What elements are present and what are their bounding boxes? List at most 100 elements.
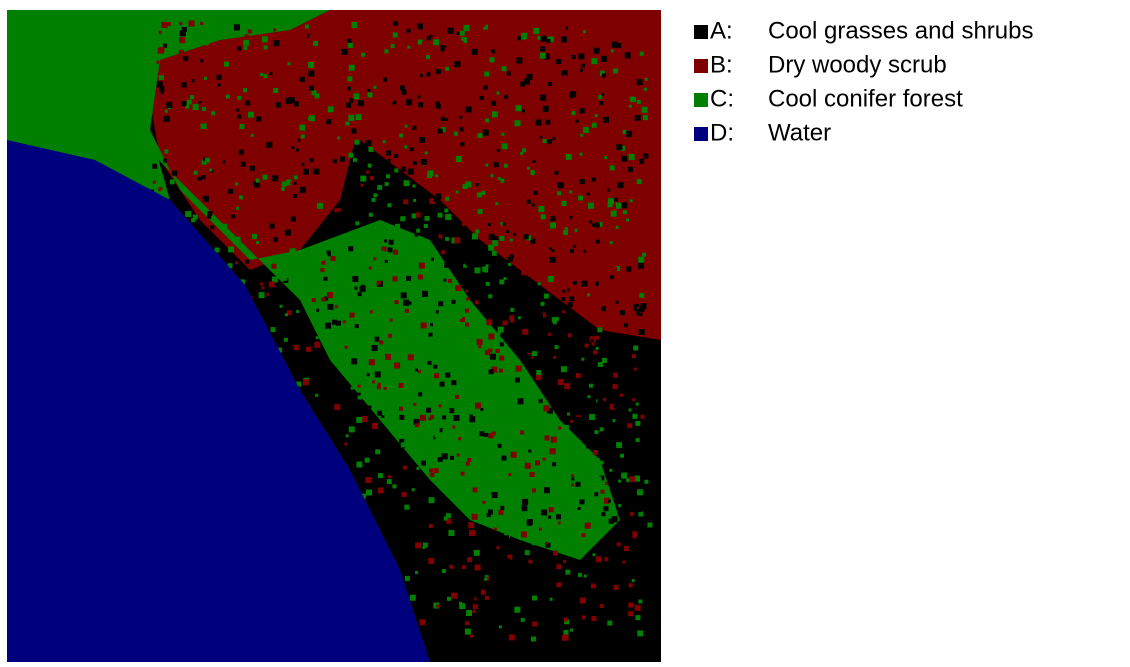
texture-dot bbox=[613, 405, 617, 409]
texture-dot bbox=[193, 104, 199, 110]
texture-dot bbox=[479, 431, 484, 436]
texture-dot bbox=[426, 408, 431, 413]
texture-dot bbox=[624, 323, 628, 327]
texture-dot bbox=[448, 530, 454, 536]
texture-dot bbox=[638, 40, 642, 44]
texture-dot bbox=[645, 341, 651, 347]
texture-dot bbox=[460, 127, 464, 131]
texture-dot bbox=[511, 518, 514, 521]
texture-dot bbox=[603, 292, 608, 297]
texture-dot bbox=[521, 35, 526, 40]
texture-dot bbox=[583, 250, 586, 253]
texture-dot bbox=[228, 189, 233, 194]
texture-dot bbox=[430, 323, 433, 326]
texture-dot bbox=[290, 273, 296, 279]
texture-dot bbox=[613, 68, 618, 73]
texture-dot bbox=[628, 611, 633, 616]
texture-dot bbox=[628, 230, 634, 236]
texture-dot bbox=[465, 629, 471, 635]
texture-dot bbox=[431, 258, 434, 261]
texture-dot bbox=[461, 472, 465, 476]
texture-dot bbox=[521, 532, 527, 538]
texture-dot bbox=[335, 311, 340, 316]
texture-dot bbox=[506, 230, 509, 233]
legend-label: Cool grasses and shrubs bbox=[768, 17, 1033, 44]
texture-dot bbox=[620, 454, 624, 458]
texture-dot bbox=[418, 392, 422, 396]
texture-dot bbox=[481, 191, 485, 195]
texture-dot bbox=[351, 358, 357, 364]
texture-dot bbox=[579, 153, 582, 156]
texture-dot bbox=[573, 586, 577, 590]
texture-dot bbox=[350, 162, 353, 165]
texture-dot bbox=[372, 423, 378, 429]
texture-dot bbox=[607, 189, 610, 192]
texture-dot bbox=[569, 296, 574, 301]
texture-dot bbox=[562, 201, 567, 206]
texture-dot bbox=[391, 182, 394, 185]
texture-dot bbox=[601, 512, 605, 516]
texture-dot bbox=[374, 86, 377, 89]
texture-dot bbox=[433, 39, 439, 45]
texture-dot bbox=[350, 313, 355, 318]
texture-dot bbox=[166, 102, 172, 108]
texture-dot bbox=[618, 510, 624, 516]
texture-dot bbox=[354, 140, 359, 145]
texture-dot bbox=[372, 39, 378, 45]
texture-dot bbox=[472, 610, 475, 613]
texture-dot bbox=[563, 635, 569, 641]
texture-dot bbox=[333, 186, 337, 190]
texture-dot bbox=[575, 493, 580, 498]
texture-dot bbox=[618, 480, 621, 483]
texture-dot bbox=[554, 421, 558, 425]
texture-dot bbox=[442, 428, 448, 434]
texture-dot bbox=[349, 98, 353, 102]
texture-dot bbox=[273, 237, 278, 242]
texture-dot bbox=[434, 272, 438, 276]
texture-dot bbox=[595, 303, 599, 307]
texture-dot bbox=[635, 115, 641, 121]
texture-dot bbox=[641, 415, 645, 419]
texture-dot bbox=[466, 298, 469, 301]
texture-dot bbox=[562, 310, 565, 313]
texture-dot bbox=[455, 285, 461, 291]
texture-dot bbox=[356, 462, 362, 468]
texture-dot bbox=[163, 159, 167, 163]
texture-dot bbox=[466, 462, 470, 466]
texture-dot bbox=[510, 239, 513, 242]
texture-dot bbox=[191, 79, 194, 82]
texture-dot bbox=[532, 596, 537, 601]
texture-dot bbox=[337, 137, 340, 140]
texture-dot bbox=[502, 456, 507, 461]
texture-dot bbox=[201, 95, 206, 100]
texture-dot bbox=[411, 27, 414, 30]
texture-dot bbox=[413, 403, 416, 406]
texture-dot bbox=[485, 640, 488, 643]
texture-dot bbox=[256, 241, 259, 244]
texture-dot bbox=[248, 29, 252, 33]
texture-dot bbox=[490, 275, 493, 278]
texture-dot bbox=[324, 277, 328, 281]
texture-dot bbox=[180, 30, 186, 36]
texture-dot bbox=[485, 164, 488, 167]
texture-dot bbox=[462, 565, 466, 569]
texture-dot bbox=[456, 156, 462, 162]
legend-swatch bbox=[694, 25, 708, 39]
texture-dot bbox=[583, 30, 586, 33]
texture-dot bbox=[617, 554, 621, 558]
texture-dot bbox=[454, 415, 460, 421]
texture-dot bbox=[550, 598, 553, 601]
texture-dot bbox=[314, 342, 320, 348]
texture-dot bbox=[616, 301, 619, 304]
texture-dot bbox=[570, 629, 573, 632]
texture-dot bbox=[497, 92, 500, 95]
texture-dot bbox=[389, 240, 394, 245]
legend-key: D: bbox=[710, 119, 734, 146]
texture-dot bbox=[642, 107, 648, 113]
texture-dot bbox=[240, 183, 244, 187]
texture-dot bbox=[463, 616, 466, 619]
texture-dot bbox=[499, 625, 502, 628]
texture-dot bbox=[400, 216, 405, 221]
texture-dot bbox=[420, 619, 426, 625]
texture-dot bbox=[612, 632, 617, 637]
